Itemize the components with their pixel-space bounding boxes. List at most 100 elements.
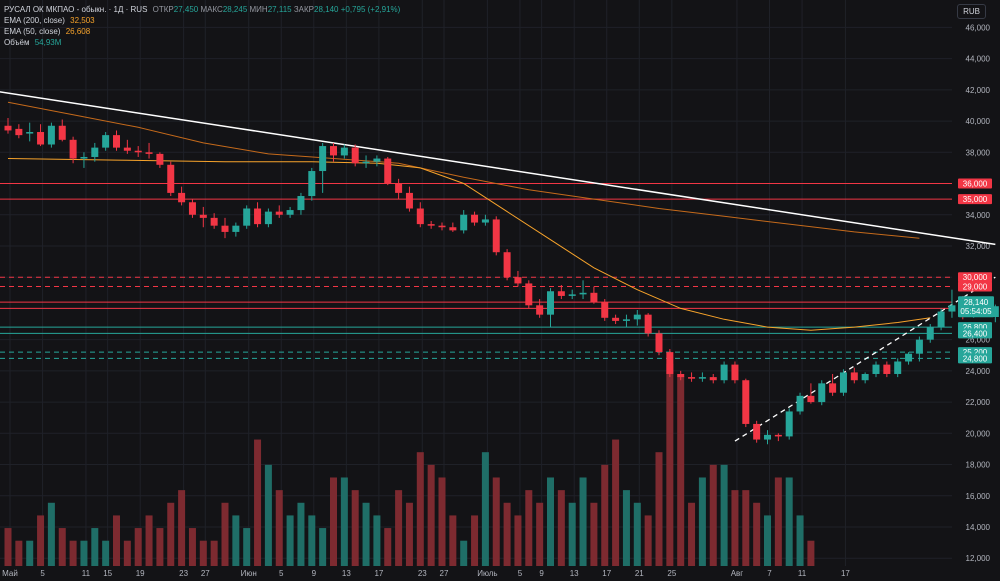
candle-body[interactable]: [416, 208, 424, 225]
candle-body[interactable]: [872, 364, 880, 374]
candle-body[interactable]: [26, 132, 34, 134]
candle-body[interactable]: [568, 294, 576, 296]
candle-body[interactable]: [579, 292, 587, 295]
candle-body[interactable]: [362, 161, 370, 164]
candle-body[interactable]: [286, 210, 294, 215]
candle-body[interactable]: [47, 125, 55, 145]
candle-body[interactable]: [221, 225, 229, 232]
candle-body[interactable]: [243, 208, 251, 226]
resistance-trendline[interactable]: [0, 91, 996, 246]
ema200-line[interactable]: [7, 101, 920, 239]
candle-body[interactable]: [850, 372, 858, 381]
candle-body[interactable]: [601, 302, 609, 318]
candle-body[interactable]: [861, 373, 869, 381]
candle-body[interactable]: [666, 352, 674, 374]
candle-body[interactable]: [102, 135, 110, 148]
candle-body[interactable]: [134, 150, 142, 153]
candle-body[interactable]: [709, 377, 717, 381]
candle-body[interactable]: [113, 135, 120, 148]
candle-body[interactable]: [319, 146, 327, 172]
candle-body[interactable]: [199, 214, 207, 218]
candle-body[interactable]: [395, 183, 403, 193]
candle-body[interactable]: [742, 380, 750, 424]
candle-body[interactable]: [915, 339, 923, 354]
candle-body[interactable]: [481, 219, 489, 223]
candle-body[interactable]: [351, 147, 359, 164]
candle-body[interactable]: [503, 252, 511, 278]
candle-body[interactable]: [818, 383, 826, 403]
legend-ema50-row[interactable]: EMA (50, close) 26,608: [4, 26, 400, 37]
candle-body[interactable]: [807, 395, 815, 403]
candle-body[interactable]: [937, 311, 945, 328]
candle-body[interactable]: [926, 327, 934, 340]
candle-body[interactable]: [449, 227, 457, 231]
candle-body[interactable]: [4, 125, 12, 131]
candle-body[interactable]: [405, 192, 413, 209]
candle-body[interactable]: [58, 125, 66, 140]
candle-body[interactable]: [308, 171, 316, 197]
candle-body[interactable]: [264, 211, 272, 225]
candle-body[interactable]: [340, 147, 348, 156]
candle-body[interactable]: [91, 147, 99, 157]
volume-bar: [503, 502, 511, 566]
candle-body[interactable]: [905, 353, 913, 362]
candle-body[interactable]: [188, 202, 196, 215]
candle-body[interactable]: [883, 364, 891, 374]
candle-body[interactable]: [731, 364, 739, 381]
candle-body[interactable]: [677, 373, 685, 378]
candle-body[interactable]: [894, 361, 902, 374]
candle-body[interactable]: [471, 214, 479, 223]
candle-body[interactable]: [612, 317, 620, 321]
candle-body[interactable]: [698, 377, 706, 379]
candle-body[interactable]: [37, 132, 45, 145]
candle-body[interactable]: [460, 214, 468, 231]
candle-body[interactable]: [796, 395, 804, 412]
candle-body[interactable]: [644, 314, 652, 334]
candle-body[interactable]: [123, 147, 131, 151]
candle-body[interactable]: [525, 283, 533, 306]
candle-body[interactable]: [536, 305, 544, 315]
candle-body[interactable]: [69, 139, 77, 159]
candle-body[interactable]: [384, 158, 392, 184]
candle-body[interactable]: [774, 434, 782, 437]
candle-body[interactable]: [839, 372, 847, 393]
candle-body[interactable]: [829, 383, 837, 393]
candle-body[interactable]: [514, 277, 522, 284]
candle-body[interactable]: [254, 208, 262, 225]
candle-body[interactable]: [753, 423, 761, 440]
candle-body[interactable]: [178, 192, 186, 203]
legend-ema200-row[interactable]: EMA (200, close) 32,503: [4, 15, 400, 26]
candle-body[interactable]: [145, 152, 153, 154]
currency-button[interactable]: RUB: [957, 4, 986, 19]
candle-body[interactable]: [156, 153, 164, 165]
candle-body[interactable]: [948, 305, 956, 312]
candle-body[interactable]: [80, 156, 88, 159]
ema50-line[interactable]: [7, 158, 931, 331]
candle-body[interactable]: [785, 411, 793, 437]
candle-body[interactable]: [590, 292, 598, 303]
candle-body[interactable]: [547, 291, 554, 315]
candle-body[interactable]: [622, 319, 630, 321]
candle-body[interactable]: [15, 128, 23, 136]
candle-body[interactable]: [167, 164, 175, 193]
candle-body[interactable]: [492, 219, 500, 253]
volume-bar: [547, 477, 554, 566]
candle-body[interactable]: [297, 196, 305, 211]
candle-body[interactable]: [991, 306, 999, 318]
candle-body[interactable]: [330, 146, 337, 156]
candle-body[interactable]: [688, 377, 696, 379]
candle-body[interactable]: [232, 225, 240, 232]
candle-body[interactable]: [373, 158, 381, 162]
candle-body[interactable]: [427, 224, 435, 226]
candle-body[interactable]: [438, 225, 446, 228]
candle-body[interactable]: [210, 217, 218, 226]
candle-body[interactable]: [275, 211, 283, 215]
legend-volume-row[interactable]: Объём 54,93M: [4, 37, 400, 48]
candle-body[interactable]: [655, 333, 663, 353]
symbol-name[interactable]: РУСАЛ ОК МКПАО - обыкн. · 1Д · RUS: [4, 5, 148, 14]
candle-body[interactable]: [633, 314, 641, 320]
candle-body[interactable]: [764, 434, 771, 440]
candle-body[interactable]: [720, 364, 728, 381]
candle-body[interactable]: [557, 291, 565, 296]
